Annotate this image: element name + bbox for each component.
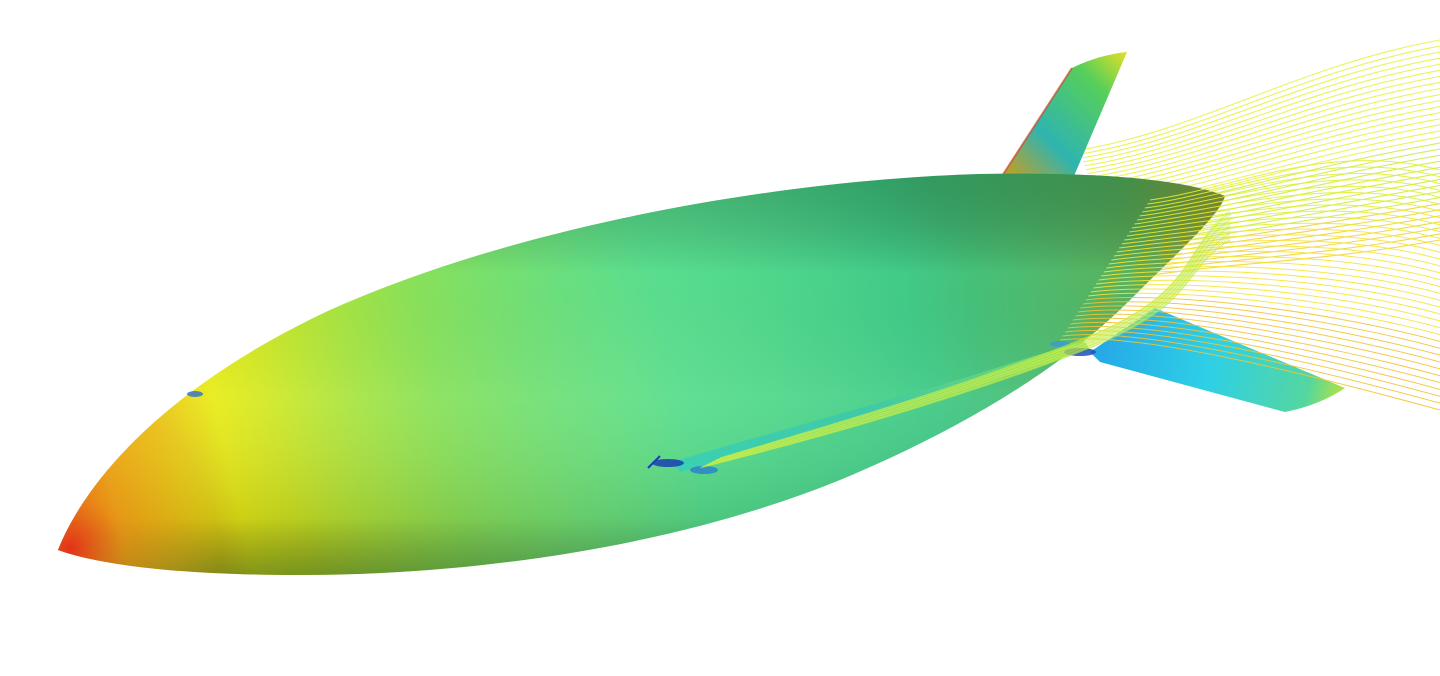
surface-streamline (716, 214, 1231, 460)
surface-streamline (713, 218, 1231, 462)
surface-streamline (719, 209, 1231, 459)
wake-streamline (1124, 222, 1440, 241)
wake-streamline (1147, 166, 1440, 205)
wake-streamline (1144, 173, 1440, 209)
wake-streamline (1116, 240, 1440, 260)
surface-streamline (707, 228, 1231, 465)
wake-streamline (1077, 309, 1440, 363)
wake-streamline (1108, 256, 1440, 281)
wake-streamline (1079, 39, 1440, 151)
wake-streamline (1093, 284, 1440, 322)
wake-streamline (1090, 288, 1440, 329)
keel-strake (672, 342, 1090, 472)
wake-streamline (1085, 297, 1440, 342)
wake-streamline (1072, 317, 1440, 377)
surface-streamline (715, 216, 1231, 461)
wake-streamline (1113, 245, 1440, 267)
wake-streamline (1103, 265, 1440, 294)
wake-streamline (1088, 81, 1440, 179)
wake-streamline (1070, 321, 1440, 384)
wake-streamline (1119, 234, 1440, 253)
wake-streamline (1075, 313, 1440, 370)
wake-streamline (1134, 198, 1440, 225)
wake-streamline (1131, 204, 1440, 229)
top-fin (1002, 52, 1127, 176)
wake-streamline (1085, 69, 1440, 171)
wake-streamline (1121, 228, 1440, 246)
wake-streamline (1082, 51, 1440, 159)
bottom-fin (1090, 308, 1345, 412)
surface-streamline (702, 235, 1231, 467)
surface-streamline (709, 225, 1231, 464)
side-sensor-fitting (187, 391, 203, 397)
wake-streamline (1067, 325, 1440, 390)
wake-streamline (1126, 216, 1440, 237)
surface-streamline (712, 221, 1231, 463)
wake-streamline (1129, 210, 1440, 233)
surface-streamline (699, 239, 1231, 469)
wake-streamline (1139, 185, 1440, 217)
wake-streamline (1089, 87, 1440, 183)
wake-streamline (1095, 279, 1440, 315)
hull-nose-cap (58, 173, 1225, 576)
wake-streamline (1081, 45, 1440, 155)
surface-streamline (710, 223, 1231, 464)
streamlines-surface-group (699, 160, 1440, 469)
wake-streamline (1111, 250, 1440, 274)
wake-streamline (1090, 94, 1440, 186)
wake-streamline (1101, 270, 1440, 301)
wake-streamline (1149, 160, 1440, 201)
surface-streamline (701, 237, 1231, 468)
wake-streamline (1106, 261, 1440, 288)
surface-streamline (704, 232, 1231, 467)
wake-streamline (1087, 75, 1440, 175)
wake-streamline (1142, 179, 1440, 213)
surface-streamline (718, 211, 1231, 460)
wake-streamline (1088, 292, 1440, 336)
wake-streamline (1083, 301, 1440, 349)
surface-streamline (706, 230, 1231, 466)
wake-streamline (1084, 63, 1440, 167)
wake-streamline (1137, 192, 1440, 221)
wake-streamline (1098, 275, 1440, 308)
wake-streamline (1083, 57, 1440, 163)
top-fin-leading-edge (1001, 67, 1073, 177)
front-strut-fitting (647, 455, 718, 474)
wake-streamline (1080, 305, 1440, 356)
